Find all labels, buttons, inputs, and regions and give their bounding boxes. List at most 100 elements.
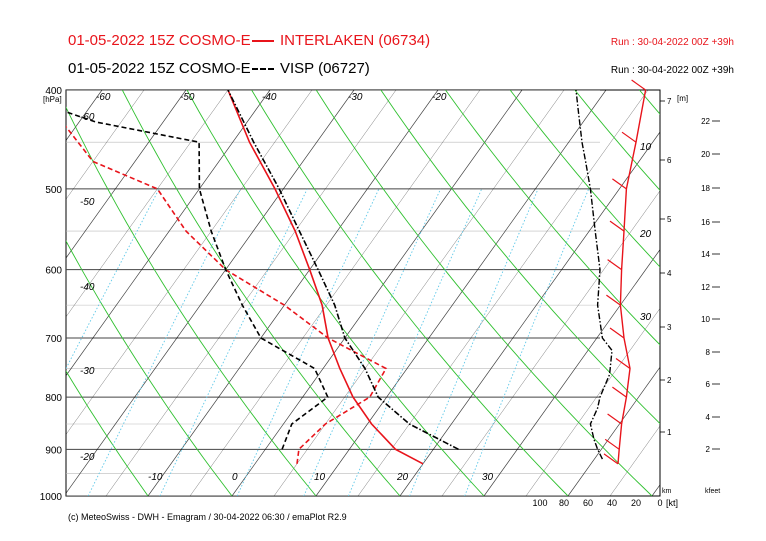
km-axis-label: km	[662, 488, 672, 495]
wind-arrow-icon	[621, 131, 637, 143]
wind-profile-label: 20	[639, 229, 652, 240]
pressure-tick-label: 600	[45, 266, 62, 277]
isotherm-label: -40	[80, 282, 95, 293]
station-1-title: 01-05-2022 15Z COSMO-E	[68, 32, 251, 49]
wind-axis-unit: [kt]	[666, 498, 678, 508]
mixing-ratio-line	[347, 188, 483, 496]
wind-tick-label: 60	[583, 498, 593, 508]
isotherm-label: -10	[148, 472, 163, 483]
isotherm-line	[609, 425, 660, 496]
mixing-ratio-line	[409, 188, 539, 496]
dry-adiabat-line	[574, 90, 660, 191]
isotherm-line	[66, 90, 229, 318]
mixing-ratio-line	[66, 188, 160, 370]
mixing-ratio-line	[464, 188, 590, 496]
isotherm-line	[105, 90, 397, 496]
pressure-tick-label: 800	[45, 393, 62, 404]
isotherm-line	[189, 90, 481, 496]
station-2-title: 01-05-2022 15Z COSMO-E	[68, 60, 251, 77]
visp-wind-speed-curve	[575, 89, 613, 460]
station-2-name: VISP (06727)	[280, 60, 370, 77]
isotherm-line	[66, 90, 103, 142]
kfeet-tick-label: 12	[701, 283, 710, 292]
kfeet-tick-label: 4	[706, 413, 711, 422]
dry-adiabat-line	[66, 370, 149, 496]
kfeet-tick-label: 22	[701, 117, 710, 126]
kfeet-tick-label: 20	[701, 150, 710, 159]
isotherm-line	[315, 90, 607, 496]
station-2-legend: VISP (06727)	[252, 60, 370, 77]
station-2-run: Run : 30-04-2022 00Z +39h	[610, 65, 734, 76]
wind-arrow-icon	[609, 327, 625, 339]
pressure-tick-label: 400	[45, 86, 62, 97]
mixing-ratio-line	[87, 188, 242, 496]
dry-adiabat-line	[121, 90, 401, 496]
isotherm-label: 30	[482, 472, 494, 483]
kfeet-tick-label: 8	[706, 348, 711, 357]
kfeet-tick-label: 18	[701, 184, 710, 193]
dry-adiabat-line	[445, 90, 660, 346]
wind-tick-label: 40	[607, 498, 617, 508]
mixing-ratio-line	[303, 188, 442, 496]
kfeet-tick-label: 14	[701, 250, 710, 259]
dry-adiabat-line	[0, 90, 64, 496]
isotherm-line	[399, 131, 660, 496]
isotherm-label: -20	[432, 92, 447, 103]
isotherm-label: -60	[96, 92, 111, 103]
kfeet-tick-label: 2	[706, 445, 711, 454]
isotherm-label: -30	[80, 366, 95, 377]
dry-adiabat-line	[186, 90, 485, 496]
visp-temperature-curve	[227, 90, 459, 451]
isotherm-label: 20	[396, 472, 409, 483]
dry-adiabat-line	[315, 90, 653, 496]
wind-arrow-icon	[603, 453, 619, 465]
isotherm-line	[66, 90, 145, 200]
dry-adiabat-line	[251, 90, 569, 496]
pressure-tick-label: 500	[45, 185, 62, 196]
wind-tick-label: 80	[559, 498, 569, 508]
station-1-run: Run : 30-04-2022 00Z +39h	[610, 37, 734, 48]
isotherm-line	[0, 90, 60, 496]
dry-adiabat-line	[509, 90, 660, 268]
wind-arrow-icon	[609, 220, 625, 232]
kfeet-tick-label: 10	[701, 315, 710, 324]
isotherm-line	[273, 90, 565, 496]
pressure-tick-label: 1000	[40, 492, 63, 503]
station-1-name: INTERLAKEN (06734)	[280, 32, 431, 49]
wind-arrow-icon	[631, 79, 646, 91]
interlaken-temperature-curve	[227, 90, 424, 465]
dry-adiabat-line	[66, 240, 233, 496]
kfeet-tick-label: 16	[701, 218, 710, 227]
pressure-tick-label: 700	[45, 334, 62, 345]
isotherm-line	[441, 190, 660, 496]
isotherm-line	[525, 308, 660, 496]
wind-arrow-icon	[612, 386, 627, 398]
mixing-ratio-line	[236, 188, 380, 496]
isotherm-line	[147, 90, 439, 496]
isotherm-line	[483, 248, 660, 496]
wind-tick-label: 100	[532, 498, 547, 508]
dash-dot-line-icon	[252, 68, 274, 71]
km-tick-label: 5	[667, 215, 672, 224]
isotherm-line	[357, 90, 649, 496]
km-tick-label: 6	[667, 156, 672, 165]
km-tick-label: 4	[667, 269, 672, 278]
wind-profile-label: 30	[640, 312, 652, 323]
isotherm-label: 10	[314, 472, 326, 483]
isotherm-line	[0, 90, 18, 496]
km-tick-label: 7	[667, 97, 672, 106]
wind-arrow-icon	[607, 259, 622, 271]
pressure-tick-label: 900	[45, 445, 62, 456]
interlaken-dewpoint-curve	[66, 125, 388, 464]
isotherm-label: -50	[180, 92, 195, 103]
km-tick-label: 2	[667, 376, 672, 385]
station-1-legend: INTERLAKEN (06734)	[252, 32, 430, 49]
mixing-ratio-line	[159, 188, 308, 496]
wind-tick-label: 20	[631, 498, 641, 508]
dry-adiabat-line	[66, 106, 317, 496]
interlaken-wind-speed-curve	[617, 89, 647, 464]
isotherm-label: -30	[348, 92, 363, 103]
isotherm-line	[231, 90, 523, 496]
